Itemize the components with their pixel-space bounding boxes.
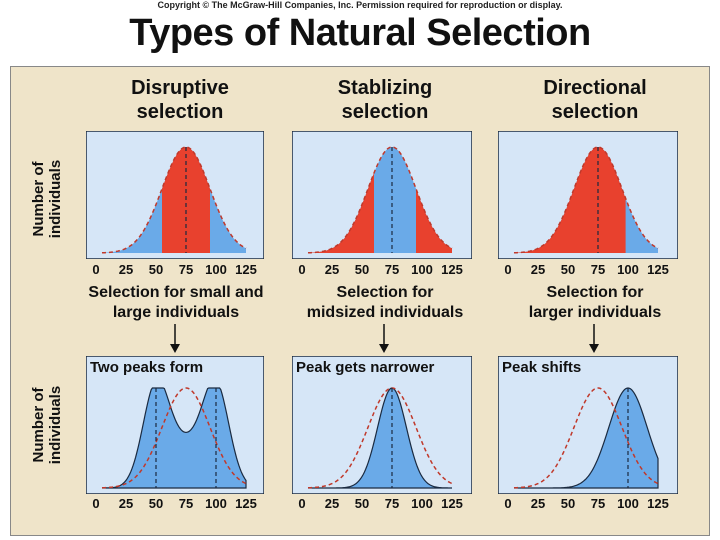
x-tick-label: 75 — [590, 496, 606, 511]
distribution-outline — [513, 146, 659, 254]
chart-stabilizing-after — [292, 356, 472, 494]
x-tick-label: 125 — [235, 496, 257, 511]
x-tick-label: 75 — [384, 496, 400, 511]
x-tick-label: 75 — [384, 262, 400, 277]
distribution-area — [102, 387, 247, 489]
distribution-area — [514, 387, 659, 489]
y-axis-label-line2: individuals — [47, 385, 64, 465]
x-tick-label: 50 — [354, 496, 370, 511]
x-tick-label: 75 — [178, 262, 194, 277]
x-tick-label: 0 — [298, 262, 306, 277]
original-distribution-outline — [307, 387, 453, 489]
caption-line1: Selection for — [546, 284, 644, 301]
selected-region — [308, 173, 374, 253]
x-tick-label: 125 — [441, 262, 463, 277]
column-title-line2: selection — [341, 101, 429, 123]
x-tick-label: 100 — [617, 496, 639, 511]
caption-disruptive: Selection for small and large individual… — [66, 283, 286, 323]
y-axis-label-bottom: Number of individuals — [30, 365, 64, 485]
x-tick-label: 50 — [148, 496, 164, 511]
x-tick-label: 100 — [411, 496, 433, 511]
x-tick-label: 50 — [148, 262, 164, 277]
x-tick-label: 25 — [118, 496, 134, 511]
x-tick-label: 100 — [617, 262, 639, 277]
caption-line2: large individuals — [112, 304, 240, 321]
caption-stabilizing: Selection for midsized individuals — [275, 283, 495, 323]
result-label-directional: Peak shifts — [502, 359, 582, 376]
x-tick-label: 100 — [411, 262, 433, 277]
main-title: Types of Natural Selection — [129, 12, 591, 54]
chart-directional-after — [498, 356, 678, 494]
caption-line1: Selection for — [336, 284, 434, 301]
x-tick-label: 0 — [92, 262, 100, 277]
caption-line1: Selection for small and — [88, 284, 264, 301]
x-tick-label: 50 — [560, 262, 576, 277]
x-tick-label: 25 — [530, 496, 546, 511]
y-axis-label-line1: Number of — [30, 387, 47, 463]
chart-disruptive-after — [86, 356, 264, 494]
caption-directional: Selection for larger individuals — [485, 283, 705, 323]
result-label-disruptive: Two peaks form — [90, 359, 204, 376]
x-tick-label: 125 — [441, 496, 463, 511]
x-tick-label: 25 — [118, 262, 134, 277]
x-tick-label: 125 — [647, 262, 669, 277]
copyright-notice: Copyright © The McGraw-Hill Companies, I… — [157, 0, 563, 10]
original-distribution-outline — [101, 387, 247, 489]
column-title-line2: selection — [551, 101, 639, 123]
y-axis-label-top: Number of individuals — [30, 139, 64, 259]
x-tick-label: 0 — [298, 496, 306, 511]
chart-directional-before — [498, 131, 678, 259]
x-tick-label: 50 — [354, 262, 370, 277]
column-title-line1: Directional — [543, 77, 647, 99]
caption-line2: larger individuals — [528, 304, 662, 321]
x-tick-label: 25 — [324, 496, 340, 511]
selected-region — [416, 188, 452, 253]
chart-disruptive-before — [86, 131, 264, 259]
x-tick-label: 75 — [590, 262, 606, 277]
distribution-area — [308, 387, 452, 489]
column-title-stabilizing: Stablizing selection — [285, 76, 485, 124]
caption-line2: midsized individuals — [306, 304, 464, 321]
y-axis-label-line1: Number of — [30, 161, 47, 237]
result-label-stabilizing: Peak gets narrower — [296, 359, 435, 376]
x-tick-label: 100 — [205, 496, 227, 511]
x-tick-label: 125 — [647, 496, 669, 511]
y-axis-label-line2: individuals — [47, 159, 64, 239]
x-tick-label: 125 — [235, 262, 257, 277]
x-tick-label: 75 — [178, 496, 194, 511]
down-arrow-icon — [589, 324, 599, 353]
chart-stabilizing-before — [292, 131, 472, 259]
column-title-directional: Directional selection — [495, 76, 695, 124]
down-arrow-icon — [379, 324, 389, 353]
x-tick-label: 0 — [504, 496, 512, 511]
x-tick-label: 50 — [560, 496, 576, 511]
x-tick-label: 0 — [504, 262, 512, 277]
distribution-outline — [101, 146, 247, 254]
x-tick-label: 25 — [324, 262, 340, 277]
column-title-line2: selection — [136, 101, 224, 123]
distribution-outline — [307, 146, 453, 254]
down-arrow-icon — [170, 324, 180, 353]
column-title-disruptive: Disruptive selection — [80, 76, 280, 124]
x-tick-label: 0 — [92, 496, 100, 511]
column-title-line1: Disruptive — [131, 77, 229, 99]
column-title-line1: Stablizing — [337, 77, 433, 99]
original-distribution-outline — [513, 387, 659, 489]
x-tick-label: 100 — [205, 262, 227, 277]
x-tick-label: 25 — [530, 262, 546, 277]
